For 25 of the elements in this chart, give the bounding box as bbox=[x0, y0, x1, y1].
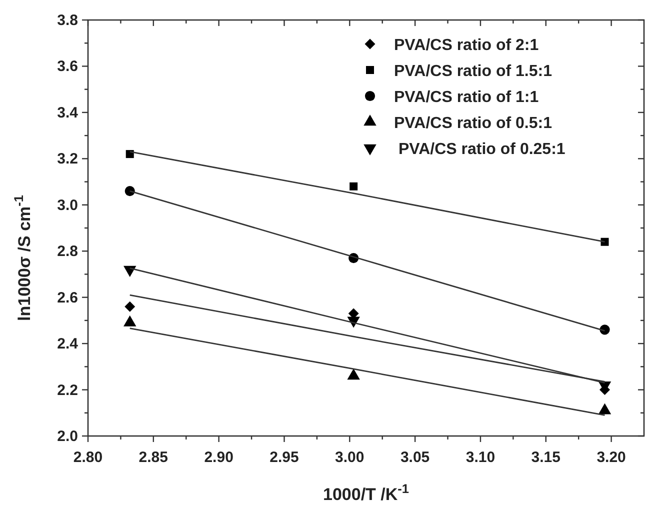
legend-label: PVA/CS ratio of 2:1 bbox=[394, 37, 539, 54]
x-tick-label: 2.85 bbox=[138, 449, 168, 466]
x-tick-label: 3.10 bbox=[466, 449, 496, 466]
x-tick-label: 3.05 bbox=[400, 449, 430, 466]
y-tick-label: 3.8 bbox=[57, 12, 78, 29]
x-tick-label: 2.90 bbox=[204, 449, 234, 466]
y-tick-label: 3.4 bbox=[57, 104, 79, 122]
x-tick-label: 2.80 bbox=[73, 449, 103, 466]
y-tick-label: 3.2 bbox=[57, 150, 78, 168]
x-tick-label: 2.95 bbox=[270, 449, 299, 466]
legend-label: PVA/CS ratio of 1.5:1 bbox=[394, 63, 552, 80]
y-tick-label: 3.0 bbox=[57, 196, 78, 214]
x-tick-label: 3.15 bbox=[531, 449, 560, 466]
y-tick-label: 2.6 bbox=[57, 289, 78, 306]
y-tick-label: 2.8 bbox=[57, 243, 78, 260]
legend-label: PVA/CS ratio of 0.5:1 bbox=[394, 115, 552, 132]
y-tick-label: 2.2 bbox=[57, 382, 78, 399]
x-tick-label: 3.20 bbox=[596, 449, 626, 466]
x-axis-title: 1000/T /K$^{-1}$ bbox=[323, 480, 409, 504]
legend-label: PVA/CS ratio of 1:1 bbox=[394, 89, 539, 106]
y-tick-label: 2.4 bbox=[57, 336, 79, 353]
legend-label: PVA/CS ratio of 0.25:1 bbox=[394, 141, 566, 158]
x-tick-label: 3.00 bbox=[335, 449, 364, 466]
y-tick-label: 2.0 bbox=[57, 428, 78, 445]
y-tick-label: 3.6 bbox=[57, 58, 78, 76]
